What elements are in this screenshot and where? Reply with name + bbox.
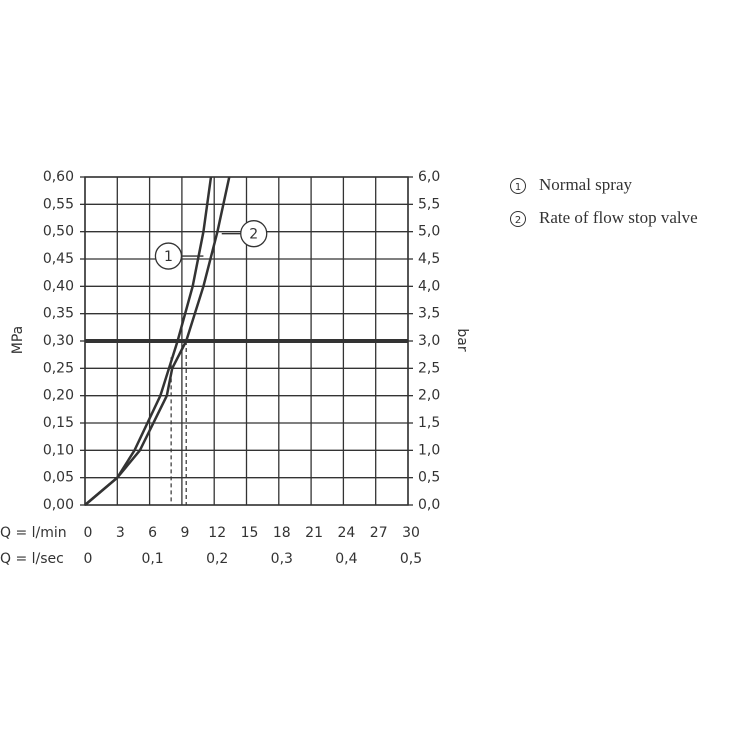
callout-label: 2 (249, 227, 258, 243)
y2-tick-label: 3,5 (418, 306, 440, 322)
y2-tick-label: 2,5 (418, 360, 440, 376)
x2-tick-label: 0,1 (141, 551, 163, 567)
y2-tick-label: 4,5 (418, 251, 440, 267)
x-tick-label: 18 (273, 525, 291, 541)
legend-marker-label: 1 (515, 182, 521, 193)
callout-circle (154, 242, 183, 270)
x-tick-label: 27 (370, 525, 388, 541)
x-tick-label: 24 (337, 525, 355, 541)
x-tick-label: 3 (116, 525, 125, 541)
y2-tick-label: 6,0 (418, 169, 440, 185)
y2-tick-label: 5,5 (418, 196, 440, 212)
y-tick-label: 0,00 (43, 497, 74, 513)
y2-tick-label: 3,0 (418, 333, 440, 349)
x-tick-label: 12 (208, 525, 226, 541)
y-tick-label: 0,20 (43, 388, 74, 404)
x2-axis-label: Q = l/sec (0, 551, 64, 567)
y-tick-label: 0,35 (43, 306, 74, 322)
callout-label: 1 (164, 249, 173, 265)
y2-tick-label: 0,0 (418, 497, 440, 513)
x2-tick-label: 0,5 (400, 551, 422, 567)
y2-tick-label: 0,5 (418, 470, 440, 486)
series-line (84, 176, 231, 506)
y-tick-label: 0,15 (43, 415, 74, 431)
y-tick-label: 0,40 (43, 278, 74, 294)
y-tick-label: 0,60 (43, 169, 74, 185)
x2-tick-label: 0 (84, 551, 93, 567)
y2-axis-label: bar (454, 328, 470, 351)
y-tick-label: 0,25 (43, 360, 74, 376)
legend-label: Normal spray (539, 175, 633, 194)
y2-tick-label: 4,0 (418, 278, 440, 294)
x-tick-label: 15 (241, 525, 259, 541)
y-tick-label: 0,30 (43, 333, 74, 349)
x-tick-label: 21 (305, 525, 323, 541)
y-tick-label: 0,05 (43, 470, 74, 486)
legend-label: Rate of flow stop valve (539, 208, 698, 227)
y-tick-label: 0,50 (43, 224, 74, 240)
y-tick-label: 0,55 (43, 196, 74, 212)
y-tick-label: 0,45 (43, 251, 74, 267)
x2-tick-label: 0,4 (335, 551, 357, 567)
x2-tick-label: 0,2 (206, 551, 228, 567)
y2-tick-label: 1,5 (418, 415, 440, 431)
legend-marker (510, 211, 526, 227)
y-tick-label: 0,10 (43, 442, 74, 458)
x-tick-label: 0 (84, 525, 93, 541)
x-tick-label: 30 (402, 525, 420, 541)
legend-marker (510, 178, 526, 194)
y2-tick-label: 5,0 (418, 224, 440, 240)
x-tick-label: 6 (148, 525, 157, 541)
y-axis-label: MPa (10, 326, 26, 354)
callout-circle (240, 220, 268, 248)
x-tick-label: 9 (180, 525, 189, 541)
legend-marker-label: 2 (515, 215, 521, 226)
y2-tick-label: 1,0 (418, 442, 440, 458)
x2-tick-label: 0,3 (271, 551, 293, 567)
y2-tick-label: 2,0 (418, 388, 440, 404)
x-axis-label: Q = l/min (0, 525, 67, 541)
